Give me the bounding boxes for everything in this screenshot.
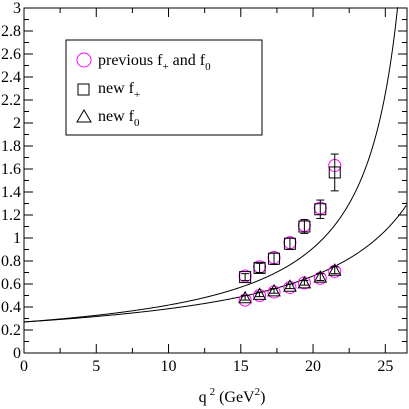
previous-point [313, 271, 327, 285]
axis-ticks [23, 7, 407, 354]
fit-curve-2 [23, 205, 407, 323]
y-tick-label: 2 [13, 115, 21, 132]
y-tick-label: 0.8 [1, 253, 21, 270]
y-tick-label: 0.2 [1, 322, 21, 339]
fit-curves [23, 7, 407, 323]
y-tick-label: 1.2 [1, 207, 21, 224]
legend: previous f+ and f0 new f+ new f0 [65, 39, 263, 136]
legend-box [65, 39, 263, 136]
y-tick-label: 1.6 [1, 161, 21, 178]
x-axis-label: q 2 (GeV2) [199, 386, 266, 406]
y-tick-labels: 0 0.2 0.4 0.6 0.8 1 1.2 1.4 1.6 1.8 2 2.2 2.4 2.6 2.8 3 [1, 0, 21, 362]
y-tick-label: 2.6 [1, 46, 21, 63]
previous-point [328, 264, 342, 278]
y-tick-label: 3 [13, 0, 21, 17]
fit-curve-1 [23, 7, 399, 323]
x-tick-label: 5 [92, 358, 100, 375]
f0-point [252, 287, 267, 300]
previous-point [267, 285, 281, 299]
legend-square-marker [77, 83, 90, 96]
f0-point [297, 275, 312, 289]
legend-label-new-fplus: new f+ [98, 80, 140, 101]
y-tick-label: 1 [13, 230, 21, 247]
f0-point [313, 270, 328, 283]
f0-point [267, 283, 281, 297]
y-tick-label: 0.6 [1, 276, 21, 293]
previous-point [238, 293, 252, 307]
fplus-point [253, 261, 266, 274]
fplus-point [314, 203, 327, 216]
fplus-point [298, 220, 311, 233]
legend-label-new-f0: new f0 [98, 108, 140, 129]
legend-item-new-fplus: new f+ [77, 80, 140, 101]
fplus-point [328, 166, 341, 179]
legend-circle-marker [76, 52, 92, 68]
f0-point [238, 290, 252, 304]
y-tick-label: 1.4 [1, 184, 21, 201]
fplus-point [283, 237, 296, 250]
data-points [238, 153, 342, 307]
y-tick-label: 0.4 [1, 299, 21, 316]
x-tick-label: 25 [377, 358, 393, 375]
x-tick-label: 20 [305, 358, 321, 375]
legend-item-new-f0: new f0 [76, 108, 140, 129]
fplus-point [239, 271, 252, 284]
fplus-point [268, 252, 281, 265]
y-tick-label: 2.2 [1, 92, 21, 109]
x-tick-label: 15 [233, 358, 249, 375]
x-tick-label: 0 [20, 358, 28, 375]
previous-point [283, 280, 297, 294]
y-tick-label: 2.4 [1, 69, 21, 86]
y-tick-label: 2.8 [1, 23, 21, 40]
legend-item-previous: previous f+ and f0 [76, 52, 211, 73]
legend-triangle-marker [76, 109, 92, 123]
x-tick-labels: 0 5 10 15 20 25 [20, 358, 393, 375]
f0-point [327, 263, 342, 276]
legend-label-previous: previous f+ and f0 [98, 52, 211, 73]
previous-point [253, 289, 267, 302]
y-tick-label: 1.8 [1, 138, 21, 155]
f0-point [283, 279, 297, 292]
y-tick-label: 0 [13, 345, 21, 362]
x-tick-label: 10 [161, 358, 177, 375]
